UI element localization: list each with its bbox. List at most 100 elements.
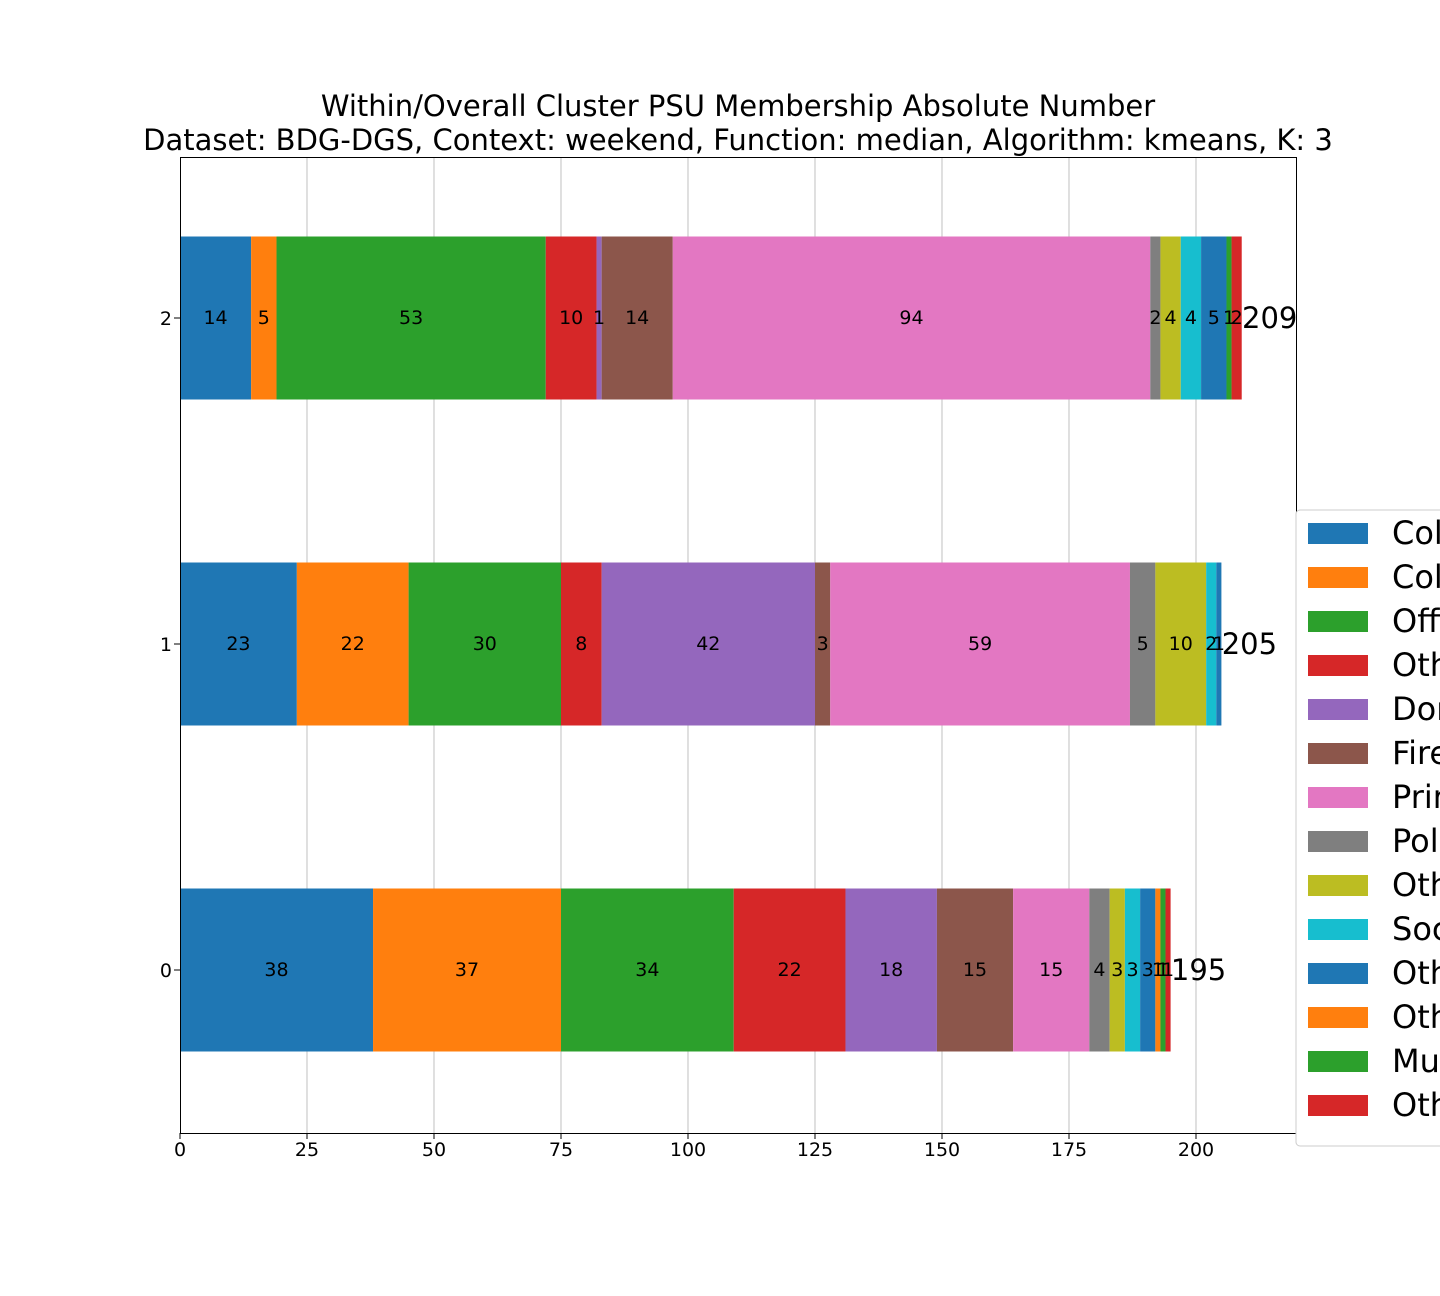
bar-segment xyxy=(408,562,561,726)
legend-label: Oth xyxy=(1392,646,1440,684)
bar-segment xyxy=(1165,888,1171,1052)
bar-segment xyxy=(601,236,673,400)
bar-total-label: 205 xyxy=(1222,627,1277,661)
bar-segment xyxy=(545,236,597,400)
bar-segment xyxy=(1109,888,1125,1052)
x-tick-label: 175 xyxy=(1051,1139,1087,1161)
bar-value-label: 3 xyxy=(1111,959,1123,981)
bar-segment xyxy=(1129,562,1156,726)
legend-label: Poli xyxy=(1392,822,1440,860)
bar-value-label: 53 xyxy=(399,307,423,329)
legend-swatch xyxy=(1308,567,1368,588)
legend-label: Col xyxy=(1392,558,1440,596)
bar-segment xyxy=(1140,888,1156,1052)
x-tick-label: 150 xyxy=(924,1139,960,1161)
bar-segment xyxy=(251,236,277,400)
y-tick-label: 0 xyxy=(160,960,172,982)
bar-segment xyxy=(180,562,297,726)
bar-value-label: 1 xyxy=(1157,959,1169,981)
bar-value-label: 10 xyxy=(1169,633,1193,655)
bar-value-label: 14 xyxy=(203,307,227,329)
bar-value-label: 4 xyxy=(1165,307,1177,329)
bar-value-label: 22 xyxy=(778,959,802,981)
bar-segment xyxy=(845,888,937,1052)
legend-swatch xyxy=(1308,787,1368,808)
legend-swatch xyxy=(1308,1051,1368,1072)
bar-value-label: 3 xyxy=(817,633,829,655)
legend-label: Soc xyxy=(1392,910,1440,948)
bars xyxy=(180,236,1242,1052)
bar-segment xyxy=(561,888,734,1052)
bar-segment xyxy=(1089,888,1110,1052)
x-tick-label: 25 xyxy=(295,1139,319,1161)
bar-segment xyxy=(1226,236,1232,400)
bar-value-label: 2 xyxy=(1231,307,1243,329)
legend-swatch xyxy=(1308,523,1368,544)
bar-total-label: 195 xyxy=(1171,953,1226,987)
bar-value-label: 1 xyxy=(593,307,605,329)
legend-swatch xyxy=(1308,1095,1368,1116)
chart-title: Within/Overall Cluster PSU Membership Ab… xyxy=(321,89,1155,123)
bar-value-label: 5 xyxy=(258,307,270,329)
legend-swatch xyxy=(1308,831,1368,852)
bar-value-label: 4 xyxy=(1185,307,1197,329)
x-tick-label: 100 xyxy=(670,1139,706,1161)
bar-segment xyxy=(1155,888,1161,1052)
bar-value-label: 38 xyxy=(264,959,288,981)
x-tick-label: 50 xyxy=(422,1139,446,1161)
bar-segment xyxy=(561,562,602,726)
bar-segment xyxy=(1150,236,1161,400)
legend: Col Col Offi Oth Dor Fire Prir Poli Oth Soc Oth Oth… xyxy=(1295,509,1440,1147)
y-tick-label: 1 xyxy=(160,634,172,656)
chart-subtitle: Dataset: BDG-DGS, Context: weekend, Func… xyxy=(143,123,1333,157)
legend-label: Mul xyxy=(1392,1042,1440,1080)
y-axis-ticks: 0 1 2 xyxy=(160,308,180,982)
legend-swatch xyxy=(1308,611,1368,632)
bar-value-label: 1 xyxy=(1162,959,1174,981)
bar-value-label: 2 xyxy=(1149,307,1161,329)
bar-segment xyxy=(672,236,1151,400)
bar-value-label: 5 xyxy=(1137,633,1149,655)
legend-swatch xyxy=(1308,743,1368,764)
bar-value-label: 1 xyxy=(1152,959,1164,981)
bar-segment xyxy=(180,236,252,400)
legend-label: Oth xyxy=(1392,866,1440,904)
bar-segment xyxy=(296,562,409,726)
bar-segment xyxy=(1206,562,1217,726)
bar-segment xyxy=(180,888,374,1052)
legend-label: Dor xyxy=(1392,690,1440,728)
bar-value-label: 18 xyxy=(879,959,903,981)
bar-value-label: 5 xyxy=(1208,307,1220,329)
legend-swatch xyxy=(1308,875,1368,896)
bar-segment xyxy=(596,236,602,400)
bar-segment xyxy=(1155,562,1207,726)
legend-label: Col xyxy=(1392,514,1440,552)
x-tick-label: 200 xyxy=(1178,1139,1214,1161)
legend-swatch xyxy=(1308,963,1368,984)
legend-swatch xyxy=(1308,655,1368,676)
bar-value-label: 14 xyxy=(625,307,649,329)
bar-value-label: 34 xyxy=(635,959,659,981)
legend-label: Oth xyxy=(1392,998,1440,1036)
bar-segment xyxy=(1160,236,1181,400)
bar-segment xyxy=(830,562,1130,726)
x-tick-label: 75 xyxy=(549,1139,573,1161)
legend-label: Fire xyxy=(1392,734,1440,772)
bar-value-label: 1 xyxy=(1213,633,1225,655)
x-axis-ticks: 0 25 50 75 100 125 150 175 200 xyxy=(174,1133,1214,1161)
bar-segment xyxy=(601,562,815,726)
bar-segment xyxy=(936,888,1014,1052)
bar-value-label: 94 xyxy=(899,307,923,329)
legend-label: Offi xyxy=(1392,602,1440,640)
bar-value-label: 22 xyxy=(341,633,365,655)
bar-value-label: 3 xyxy=(1142,959,1154,981)
legend-label: Oth xyxy=(1392,1086,1440,1124)
bar-value-label: 15 xyxy=(1039,959,1063,981)
bar-segment xyxy=(733,888,846,1052)
bar-value-label: 30 xyxy=(473,633,497,655)
bar-value-label: 10 xyxy=(559,307,583,329)
bar-segment xyxy=(1013,888,1090,1052)
bar-value-label: 23 xyxy=(226,633,250,655)
bar-total-label: 209 xyxy=(1242,301,1297,335)
